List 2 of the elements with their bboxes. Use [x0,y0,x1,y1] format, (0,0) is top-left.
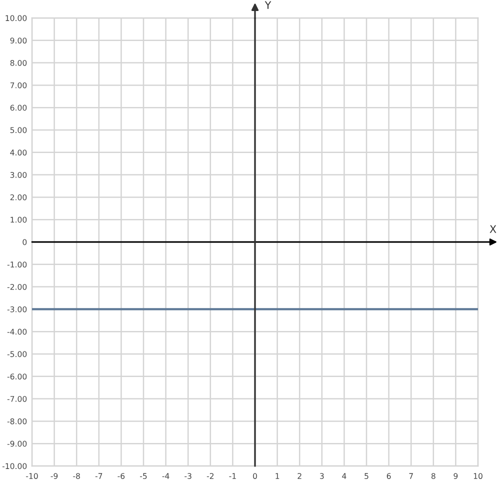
x-axis-title: X [490,225,496,233]
y-axis-title: Y [264,1,272,9]
